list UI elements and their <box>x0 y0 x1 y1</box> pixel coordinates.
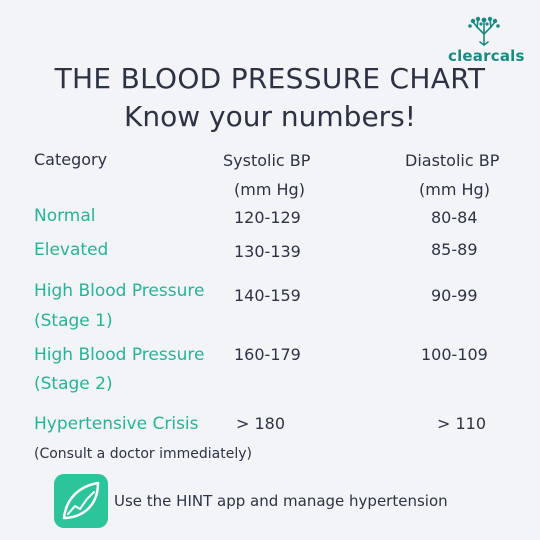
row-diastolic: 85-89 <box>431 240 478 259</box>
row-category: Elevated <box>34 240 109 260</box>
header-category: Category <box>34 150 108 169</box>
tree-icon <box>468 16 500 46</box>
row-systolic: 120-129 <box>234 208 301 227</box>
row-systolic: 140-159 <box>234 286 301 305</box>
header-diastolic: Diastolic BP <box>405 151 500 170</box>
header-systolic: Systolic BP <box>223 151 311 170</box>
row-systolic: 130-139 <box>234 242 301 261</box>
app-promo-text: Use the HINT app and manage hypertension <box>114 492 448 510</box>
row-systolic: > 180 <box>236 414 286 433</box>
row-category: High Blood Pressure <box>34 345 205 365</box>
header-diastolic-unit: (mm Hg) <box>419 180 490 199</box>
row-category: High Blood Pressure <box>34 281 205 301</box>
row-diastolic: 100-109 <box>421 345 488 364</box>
page-subtitle: Know your numbers! <box>124 100 416 133</box>
leaf-chart-icon <box>62 481 100 520</box>
row-diastolic: > 110 <box>437 414 487 433</box>
hint-app-icon[interactable] <box>54 474 108 528</box>
row-category-stage: (Stage 2) <box>34 374 113 394</box>
crisis-note: (Consult a doctor immediately) <box>34 446 252 462</box>
row-category-stage: (Stage 1) <box>34 311 113 331</box>
page-title: THE BLOOD PRESSURE CHART <box>54 62 486 95</box>
brand-logo: clearcals <box>448 16 525 65</box>
brand-name: clearcals <box>448 47 525 65</box>
row-systolic: 160-179 <box>234 345 301 364</box>
row-category: Normal <box>34 206 96 226</box>
header-systolic-unit: (mm Hg) <box>234 180 305 199</box>
row-category: Hypertensive Crisis <box>34 414 199 434</box>
row-diastolic: 90-99 <box>431 286 478 305</box>
row-diastolic: 80-84 <box>431 208 478 227</box>
